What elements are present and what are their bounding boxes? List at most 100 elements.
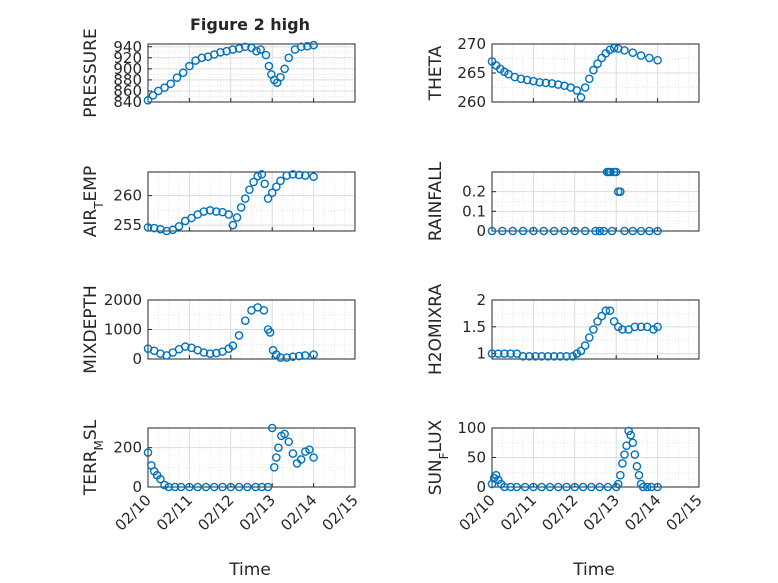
data-point (305, 445, 314, 454)
y-tick-label: 200 (113, 439, 142, 457)
data-point (518, 352, 528, 361)
data-point (193, 482, 202, 492)
data-point (597, 311, 607, 321)
axes-box (491, 299, 700, 360)
data-point (576, 346, 586, 356)
y-tick-label: 860 (113, 82, 142, 100)
data-point (638, 482, 648, 492)
data-point (609, 317, 619, 326)
data-point (543, 352, 553, 361)
data-point (593, 59, 602, 69)
data-point (605, 306, 615, 316)
data-point (309, 40, 318, 50)
y-axis-label: PRESSURE (81, 28, 101, 117)
y-tick-label: 0 (132, 478, 142, 496)
y-tick-label: 900 (113, 60, 142, 78)
data-point (256, 45, 265, 54)
data-point (570, 482, 580, 492)
data-point (603, 482, 613, 492)
data-point (269, 463, 279, 472)
data-point (595, 226, 604, 236)
data-point (216, 47, 225, 57)
data-point (309, 350, 318, 359)
data-point (149, 223, 159, 233)
data-point (156, 474, 165, 484)
data-point (628, 48, 638, 58)
data-point (240, 42, 250, 52)
data-point (647, 482, 656, 492)
data-point (263, 194, 273, 203)
data-point (218, 482, 227, 492)
data-point (518, 226, 528, 236)
data-point (500, 482, 509, 492)
data-point (143, 448, 153, 457)
data-point (267, 423, 277, 433)
data-point (170, 482, 180, 492)
data-point (580, 341, 590, 350)
data-point (282, 353, 291, 362)
y-tick-label: 255 (113, 216, 142, 234)
data-point (553, 482, 563, 492)
data-point (512, 482, 522, 492)
y-tick-label: 840 (113, 93, 142, 111)
data-point (243, 482, 252, 492)
data-point (276, 72, 285, 82)
data-point (628, 226, 638, 236)
data-point (626, 430, 635, 440)
data-point (580, 83, 590, 92)
data-point (584, 74, 594, 84)
data-point (168, 225, 178, 235)
data-point (284, 437, 294, 447)
data-point (545, 482, 555, 492)
data-point (589, 65, 598, 75)
data-point (280, 429, 289, 439)
data-point (174, 221, 184, 231)
y-tick-label: 1.5 (462, 318, 486, 336)
data-point (309, 172, 318, 182)
data-point (234, 482, 244, 492)
x-axis-label-left: Time (228, 560, 271, 580)
x-axis-label-right: Time (572, 560, 615, 580)
axes-box (147, 299, 356, 360)
data-point (535, 77, 544, 87)
panel-middle-upper-right: 0 0.10.2 RAINFALL (426, 161, 700, 241)
data-point (301, 447, 310, 456)
data-point (549, 226, 559, 236)
data-point (599, 226, 609, 236)
data-point (487, 349, 497, 358)
data-point (240, 316, 250, 325)
data-point (601, 306, 611, 316)
data-point (595, 482, 604, 492)
data-point (294, 351, 304, 361)
data-point (272, 182, 281, 192)
data-point (549, 352, 559, 361)
data-point (576, 93, 586, 102)
data-point (556, 352, 565, 361)
data-point (611, 167, 621, 177)
data-point (232, 213, 242, 222)
data-point (620, 450, 629, 459)
y-tick-label: 940 (113, 38, 142, 56)
data-point (645, 226, 654, 236)
data-point (520, 482, 530, 492)
data-point (201, 482, 211, 492)
data-point (491, 470, 501, 480)
data-point (296, 455, 306, 464)
panel-middle-upper-left: 255 260 AIRTEMP (81, 166, 356, 237)
data-point (653, 55, 662, 65)
data-point (236, 203, 246, 212)
x-tick-label: 02/10 (112, 491, 155, 534)
data-point (593, 317, 602, 326)
data-point (607, 226, 617, 236)
y-tick-label: 1000 (104, 321, 142, 339)
data-point (265, 328, 275, 337)
data-point (234, 331, 244, 340)
data-point (609, 43, 619, 53)
y-tick-label: 2000 (104, 291, 142, 309)
x-tick-label: 02/10 (456, 491, 499, 534)
data-point (176, 482, 186, 492)
data-point (630, 322, 640, 332)
y-axis-label: RAINFALL (426, 161, 446, 241)
x-tick-label: 02/12 (538, 491, 581, 534)
